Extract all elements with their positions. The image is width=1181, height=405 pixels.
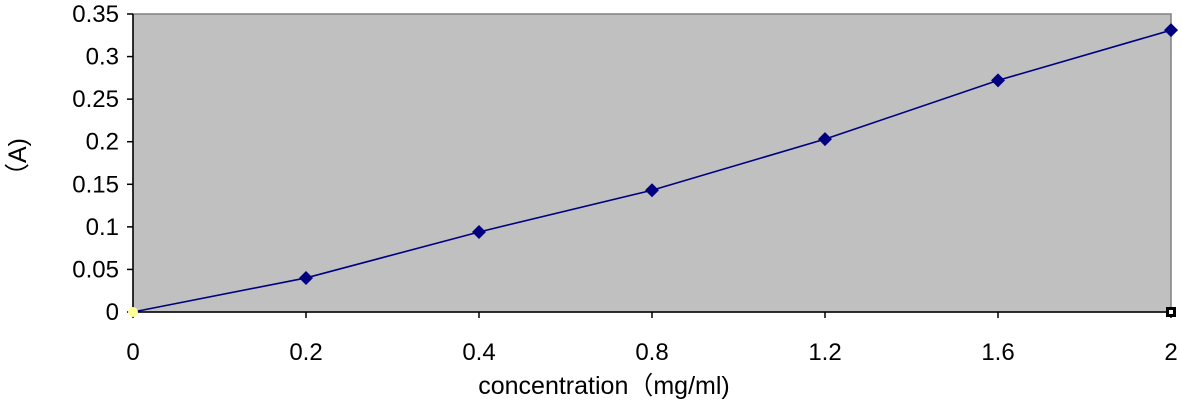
data-point-marker (128, 307, 138, 317)
data-point-marker (1164, 23, 1178, 38)
x-tick-label: 1.6 (981, 339, 1014, 366)
data-point-marker (299, 270, 313, 285)
x-tick-label: 0.4 (462, 339, 495, 366)
x-tick-label: 0 (126, 339, 139, 366)
y-tick-label: 0.2 (86, 129, 119, 156)
data-point-marker (472, 224, 486, 239)
y-axis-ticks: 0 0.05 0.1 0.15 0.2 0.25 0.3 0.35 (72, 1, 133, 326)
y-axis-title: （A) (4, 138, 32, 188)
y-tick-label: 0.35 (72, 1, 119, 28)
data-point-marker (991, 73, 1005, 88)
x-tick-label: 2 (1164, 339, 1177, 366)
plot-area (132, 13, 1172, 313)
x-axis-ticks: 0 0.2 0.4 0.8 1.2 1.6 2 (126, 312, 1178, 366)
y-tick-label: 0.05 (72, 256, 119, 283)
x-tick-label: 1.2 (808, 339, 841, 366)
y-tick-label: 0.15 (72, 171, 119, 198)
y-tick-label: 0 (106, 299, 119, 326)
x-tick-label: 0.8 (635, 339, 668, 366)
data-point-marker (818, 132, 832, 147)
y-tick-label: 0.3 (86, 44, 119, 71)
plot-corner-handle-inner (1169, 310, 1173, 314)
x-tick-label: 0.2 (289, 339, 322, 366)
x-axis-title: concentration（mg/ml) (478, 372, 729, 400)
y-tick-label: 0.1 (86, 214, 119, 241)
series-group (128, 23, 1178, 317)
data-point-marker (645, 183, 659, 198)
y-tick-label: 0.25 (72, 86, 119, 113)
